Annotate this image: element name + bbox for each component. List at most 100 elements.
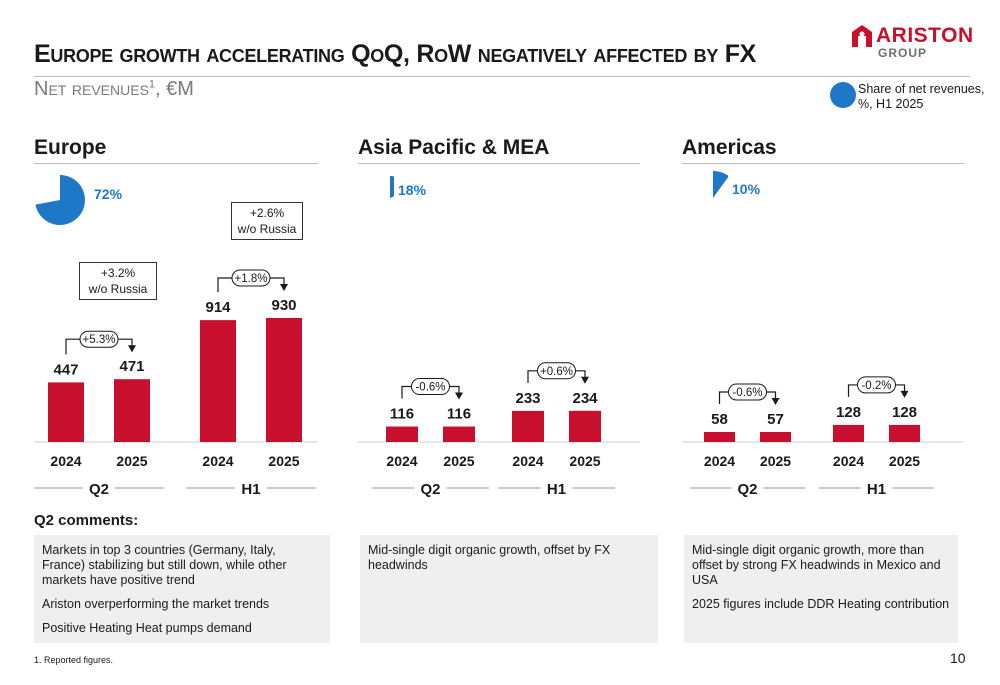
growth-label: +1.8% <box>235 273 268 285</box>
category-label: 2024 <box>50 453 81 469</box>
comment-box-apac: Mid-single digit organic growth, offset … <box>360 535 658 643</box>
growth-arrow-icon <box>128 345 136 353</box>
comment-box-americas: Mid-single digit organic growth, more th… <box>684 535 958 643</box>
growth-pill <box>857 376 896 394</box>
q2-excl-russia-note: w/o Russia <box>88 282 148 296</box>
bar-value-label: 58 <box>711 411 728 428</box>
category-label: 2025 <box>443 453 474 469</box>
growth-bracket: +1.8% <box>217 269 288 293</box>
comment-europe-2: Ariston overperforming the market trends <box>42 597 270 611</box>
comment-apac-1: Mid-single digit organic growth, offset … <box>368 543 611 572</box>
bar-value-label: 116 <box>390 406 414 423</box>
h1-excl-russia-note: w/o Russia <box>237 222 297 236</box>
logo-wordmark: ARISTON <box>876 24 974 47</box>
growth-bracket: -0.6% <box>718 383 780 405</box>
bar-value-label: 914 <box>205 299 231 316</box>
footnote: 1. Reported figures. <box>34 655 114 665</box>
group-label-h1: H1 <box>547 481 566 498</box>
share-pie-slice <box>35 175 85 225</box>
ariston-logo-icon <box>852 25 872 47</box>
page-title: Europe growth accelerating QoQ, RoW nega… <box>34 40 757 68</box>
comment-americas-1: Mid-single digit organic growth, more th… <box>692 543 941 587</box>
bar-h1-2025 <box>569 410 601 442</box>
group-label-h1: H1 <box>867 481 886 498</box>
growth-label: -0.6% <box>732 387 762 399</box>
bar-value-label: 447 <box>53 361 78 378</box>
group-label-q2: Q2 <box>737 481 757 498</box>
category-label: 2024 <box>704 453 735 469</box>
comment-europe-3: Positive Heating Heat pumps demand <box>42 621 252 635</box>
page-number: 10 <box>950 650 966 666</box>
region-divider-americas <box>682 163 964 164</box>
category-label: 2024 <box>386 453 417 469</box>
bar-value-label: 128 <box>836 404 861 421</box>
growth-label: -0.6% <box>415 382 445 394</box>
group-label-q2: Q2 <box>420 481 440 498</box>
bar-h1-2024 <box>512 410 544 442</box>
growth-label: -0.2% <box>861 380 891 392</box>
subtitle-text: Net revenues <box>34 78 149 100</box>
bar-q2-2025 <box>443 426 475 442</box>
share-pie-europe <box>35 175 85 225</box>
bar-q2-2025 <box>114 379 150 442</box>
net-revenues-bar-chart: 44720244712025Q2+5.3%91420249302025H1+1.… <box>34 269 964 498</box>
h1-excl-russia-value: +2.6% <box>249 206 285 220</box>
category-label: 2025 <box>268 453 299 469</box>
growth-pill <box>231 269 271 287</box>
growth-bracket: -0.6% <box>401 378 463 400</box>
category-label: 2025 <box>116 453 147 469</box>
h1-growth-excl-russia-box: +2.6% w/o Russia <box>231 202 303 240</box>
bar-value-label: 930 <box>271 297 296 314</box>
share-pie-slice <box>390 176 394 198</box>
bar-h1-2025 <box>266 318 302 442</box>
logo-group-text: GROUP <box>878 46 928 60</box>
share-legend-dot <box>830 82 856 108</box>
bar-value-label: 57 <box>767 411 784 428</box>
share-pie-americas <box>713 171 728 198</box>
growth-arrow-icon <box>900 390 909 398</box>
category-label: 2024 <box>512 453 543 469</box>
bar-h1-2025 <box>889 424 920 442</box>
group-label-h1: H1 <box>241 481 260 498</box>
q2-excl-russia-value: +3.2% <box>100 266 136 280</box>
growth-arrow-icon <box>455 392 463 400</box>
region-title-apac: Asia Pacific & MEA <box>358 136 550 159</box>
share-pie-apac <box>390 176 394 198</box>
bar-h1-2024 <box>833 424 864 442</box>
group-label-q2: Q2 <box>89 481 109 498</box>
bar-value-label: 116 <box>447 406 471 423</box>
comment-europe-1: Markets in top 3 countries (Germany, Ita… <box>42 543 287 587</box>
category-label: 2024 <box>833 453 864 469</box>
growth-arrow-icon <box>581 376 589 384</box>
growth-pill <box>728 383 767 401</box>
growth-label: +5.3% <box>83 334 116 346</box>
bar-q2-2025 <box>760 432 791 442</box>
growth-bracket: +0.6% <box>527 362 589 384</box>
share-label-apac: 18% <box>398 182 427 198</box>
share-label-europe: 72% <box>94 186 123 202</box>
growth-bracket: +5.3% <box>65 330 136 355</box>
subtitle-unit: , €M <box>155 78 194 100</box>
bar-value-label: 234 <box>572 390 598 407</box>
bar-value-label: 128 <box>892 404 917 421</box>
comment-box-europe: Markets in top 3 countries (Germany, Ita… <box>34 535 330 643</box>
title-divider <box>34 76 970 77</box>
growth-label: +0.6% <box>540 366 573 378</box>
share-label-americas: 10% <box>732 181 761 197</box>
subtitle-footnote-mark: 1 <box>148 78 156 91</box>
region-divider-apac <box>358 163 640 164</box>
region-title-europe: Europe <box>34 136 107 159</box>
growth-pill <box>411 378 450 396</box>
share-pie-slice <box>713 171 728 198</box>
region-title-americas: Americas <box>682 136 777 159</box>
growth-arrow-icon <box>771 398 780 405</box>
category-label: 2025 <box>760 453 791 469</box>
share-legend-text: Share of net revenues, %, H1 2025 <box>858 82 985 111</box>
q2-growth-excl-russia-box: +3.2% w/o Russia <box>79 262 157 300</box>
category-label: 2025 <box>569 453 600 469</box>
comments-title: Q2 comments: <box>34 512 139 529</box>
bar-q2-2024 <box>48 382 84 442</box>
page-subtitle: Net revenues1, €M <box>34 78 194 101</box>
bar-h1-2024 <box>200 320 236 442</box>
bar-q2-2024 <box>386 426 418 442</box>
